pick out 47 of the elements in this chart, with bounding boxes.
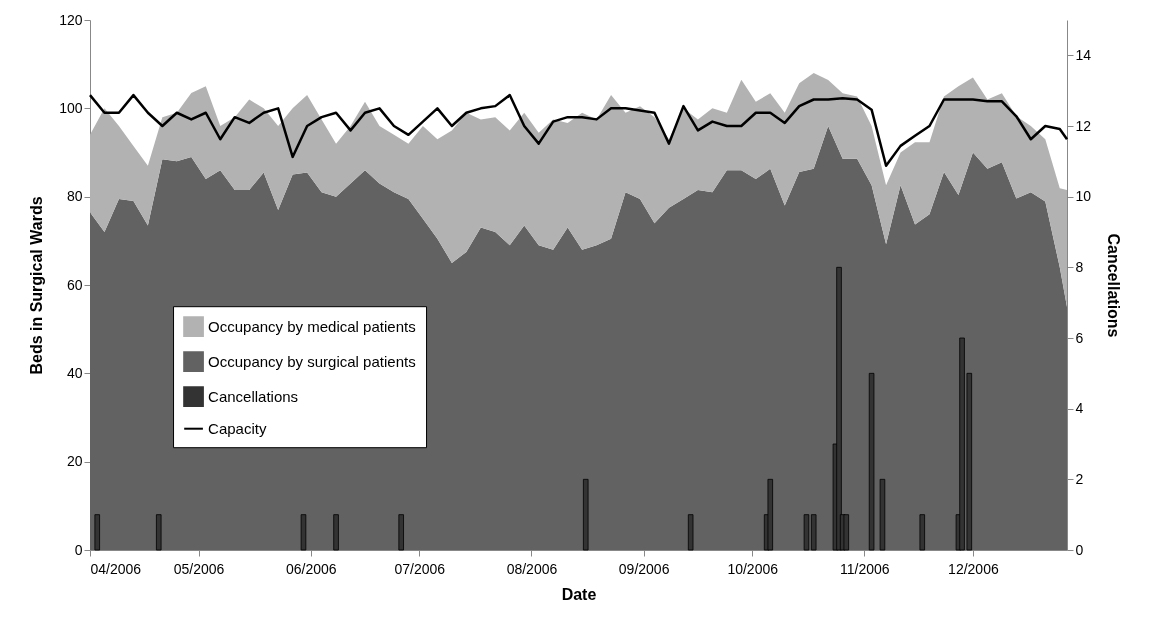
bar xyxy=(868,372,875,551)
y2-axis-title: Cancellations xyxy=(1105,233,1123,338)
y-tick-label: 100 xyxy=(59,99,83,116)
bar xyxy=(582,478,589,551)
y2-tick-label: 0 xyxy=(1075,541,1084,558)
legend-label: Occupancy by surgical patients xyxy=(208,352,416,370)
y2-tick-label: 6 xyxy=(1075,329,1084,346)
y-tick-label: 20 xyxy=(66,453,83,470)
x-tick-label: 11/2006 xyxy=(840,560,890,577)
y2-tick-label: 10 xyxy=(1075,188,1092,205)
y-tick-label: 120 xyxy=(59,11,83,28)
bar xyxy=(810,514,817,551)
y-axis-title: Beds in Surgical Wards xyxy=(28,196,46,375)
x-tick-label: 10/2006 xyxy=(727,560,779,577)
bar xyxy=(94,514,100,551)
bar xyxy=(919,514,926,551)
bar xyxy=(333,514,339,551)
legend-label: Capacity xyxy=(208,419,267,437)
bar xyxy=(687,514,694,551)
bar xyxy=(843,514,850,551)
y-tick-label: 80 xyxy=(66,188,83,205)
y2-tick-label: 14 xyxy=(1075,46,1092,63)
y2-tick-label: 2 xyxy=(1075,470,1084,487)
x-tick-label: 05/2006 xyxy=(173,560,225,577)
bar xyxy=(398,514,404,551)
bar xyxy=(879,478,886,551)
y-tick-label: 60 xyxy=(66,276,83,293)
bar xyxy=(300,514,307,551)
x-axis-title: Date xyxy=(561,585,597,603)
bar xyxy=(836,266,842,551)
bar xyxy=(803,514,810,551)
y2-tick-label: 8 xyxy=(1075,258,1084,275)
x-tick-label: 04/2006 xyxy=(90,560,142,577)
x-tick-label: 07/2006 xyxy=(394,560,446,577)
y2-tick-label: 12 xyxy=(1075,117,1092,134)
legend-label: Cancellations xyxy=(208,387,299,405)
x-tick-label: 08/2006 xyxy=(506,560,558,577)
y2-tick-label: 4 xyxy=(1075,400,1084,417)
y-tick-label: 40 xyxy=(66,364,83,381)
y-tick-label: 0 xyxy=(74,541,83,558)
legend-label: Occupancy by medical patients xyxy=(208,317,416,335)
x-tick-label: 09/2006 xyxy=(618,560,670,577)
bar xyxy=(767,478,774,551)
x-tick-label: 12/2006 xyxy=(948,560,999,577)
line-series xyxy=(88,93,1069,167)
bar xyxy=(156,514,162,551)
x-tick-label: 06/2006 xyxy=(285,560,337,577)
